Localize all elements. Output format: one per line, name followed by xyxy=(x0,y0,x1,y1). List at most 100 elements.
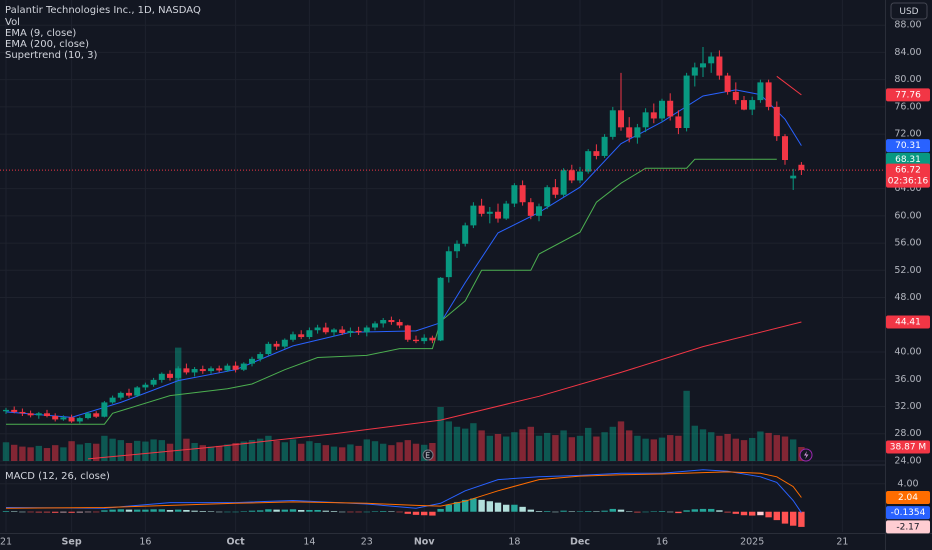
volume-bar xyxy=(76,444,83,461)
volume-bar xyxy=(740,440,748,461)
candle-body xyxy=(339,329,346,333)
volume-bar xyxy=(224,444,231,461)
y-tick-label: 40.00 xyxy=(894,347,921,358)
histogram-bar xyxy=(658,511,666,512)
candle-body xyxy=(224,365,231,371)
volume-bar xyxy=(658,437,666,461)
histogram-bar xyxy=(560,510,567,512)
histogram-bar xyxy=(11,511,18,512)
currency-label[interactable]: USD xyxy=(899,7,918,17)
histogram-bar xyxy=(240,511,247,512)
y-tick-label: 36.00 xyxy=(894,374,921,385)
volume-bar xyxy=(257,438,264,461)
volume-bar xyxy=(158,440,165,461)
volume-bar xyxy=(576,435,584,461)
x-tick-label: Oct xyxy=(226,537,245,548)
histogram-bar xyxy=(699,508,707,512)
histogram-bar xyxy=(19,511,26,513)
currency-button[interactable] xyxy=(890,2,928,20)
volume-bar xyxy=(781,436,789,461)
volume-bar xyxy=(150,439,157,461)
volume-bar xyxy=(11,444,18,461)
candle-body xyxy=(675,116,682,129)
histogram-bar xyxy=(363,511,370,513)
volume-bar xyxy=(330,446,338,461)
x-tick-label: Sep xyxy=(62,537,82,548)
candle-body xyxy=(249,358,255,364)
price-tag-label: 66.72 xyxy=(895,166,921,176)
candle-body xyxy=(782,136,788,161)
volume-bar xyxy=(306,441,313,461)
candle-body xyxy=(158,373,165,380)
histogram-bar xyxy=(642,511,649,513)
volume-bar xyxy=(437,407,444,461)
histogram-bar xyxy=(339,511,346,513)
histogram-bar xyxy=(740,511,748,516)
volume-bar xyxy=(273,440,280,461)
candle-body xyxy=(372,323,378,328)
histogram-bar xyxy=(535,511,543,512)
volume-bar xyxy=(511,432,518,461)
indicator-line xyxy=(776,75,802,96)
histogram-bar xyxy=(322,510,329,512)
y-tick-label: 60.00 xyxy=(894,210,921,221)
earnings-icon-glyph xyxy=(425,451,430,459)
histogram-bar xyxy=(101,510,108,512)
volume-bar xyxy=(683,390,690,461)
volume-bar xyxy=(125,443,133,461)
candle-body xyxy=(257,354,264,359)
candle-body xyxy=(44,413,50,417)
volume-bar xyxy=(552,435,559,461)
histogram-bar xyxy=(716,510,723,512)
histogram-bar xyxy=(224,511,231,513)
histogram-bar xyxy=(265,509,272,512)
histogram-bar xyxy=(314,509,321,512)
macd-tag xyxy=(886,506,930,520)
histogram-bar xyxy=(675,511,682,514)
histogram-bar xyxy=(601,510,608,512)
histogram-bar xyxy=(781,511,789,524)
histogram-bar xyxy=(52,511,59,513)
histogram-bar xyxy=(43,511,51,513)
histogram-bar xyxy=(486,501,493,512)
price-tag xyxy=(886,139,930,153)
pane-title: MACD (12, 26, close) xyxy=(5,471,110,482)
volume-bar xyxy=(765,432,772,461)
volume-bar xyxy=(699,429,707,461)
candle-body xyxy=(76,418,83,422)
volume-bar xyxy=(462,428,469,461)
candle-body xyxy=(757,82,764,101)
histogram-bar xyxy=(158,509,165,512)
volume-bar xyxy=(568,437,575,461)
candle-body xyxy=(60,417,67,420)
volume-bar xyxy=(371,441,379,461)
histogram-bar xyxy=(248,510,256,512)
candle-body xyxy=(462,225,469,244)
candle-body xyxy=(355,330,362,333)
marks-layer xyxy=(0,46,885,527)
y-tick-label: 52.00 xyxy=(894,265,921,276)
volume-bar xyxy=(724,434,731,461)
legend-entry: EMA (9, close) xyxy=(5,28,76,39)
volume-bar xyxy=(43,448,51,461)
histogram-bar xyxy=(117,509,124,512)
histogram-bar xyxy=(404,511,411,514)
macd-line xyxy=(5,471,802,509)
volume-bar xyxy=(93,443,100,461)
candle-body xyxy=(659,100,665,119)
x-tick-label: 2025 xyxy=(740,537,764,548)
x-tick-label: 18 xyxy=(508,537,520,548)
histogram-bar xyxy=(347,511,354,513)
histogram-bar xyxy=(412,511,420,515)
candle-body xyxy=(527,202,534,216)
histogram-bar xyxy=(134,509,141,512)
y-tick-label: 88.00 xyxy=(894,20,921,31)
volume-bar xyxy=(388,445,395,461)
histogram-bar xyxy=(84,511,92,513)
volume-bar xyxy=(609,426,616,461)
histogram-bar xyxy=(576,511,584,512)
candle-body xyxy=(495,211,501,219)
candle-body xyxy=(19,411,26,414)
